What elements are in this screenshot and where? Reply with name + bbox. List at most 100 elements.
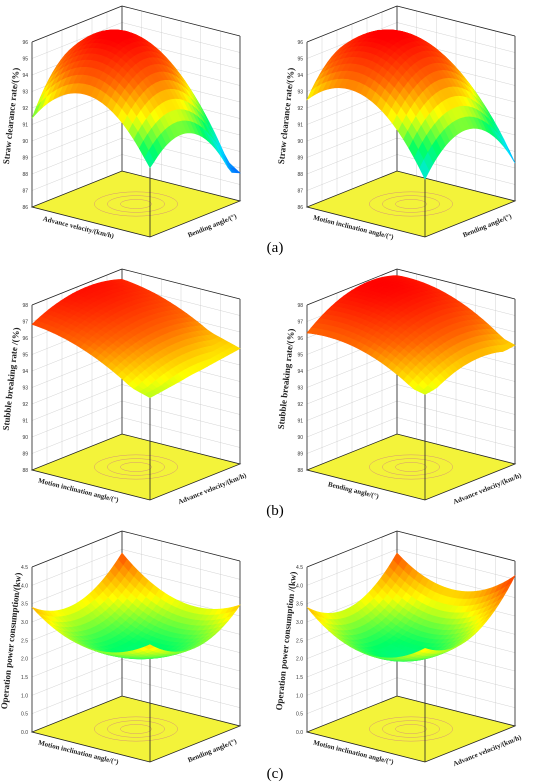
z-tick-label: 91 bbox=[22, 419, 28, 425]
surface-plot-4: 88 89 90 91 92 93 94 95 96 97 98 Stubble breaking r… bbox=[276, 268, 523, 506]
z-tick-label: 3.5 bbox=[21, 602, 28, 608]
z-tick-label: 4.5 bbox=[296, 565, 303, 571]
floor-contour bbox=[120, 462, 152, 472]
floor-contour bbox=[395, 462, 427, 472]
z-tick-label: 1.0 bbox=[21, 693, 28, 699]
box-edges bbox=[31, 530, 241, 762]
z-axis-title: Stubble breaking rate /(%) bbox=[1, 327, 22, 431]
response-surface bbox=[306, 552, 516, 662]
response-surface bbox=[31, 29, 241, 174]
z-tick-label: 94 bbox=[22, 369, 28, 375]
z-tick-label: 98 bbox=[22, 303, 28, 309]
z-tick-label: 90 bbox=[22, 435, 28, 441]
surface-plot-6: 0.0 0.5 1.0 1.5 2.0 2.5 3.0 3.5 4.0 4.5Operation … bbox=[274, 530, 523, 768]
floor-contour bbox=[107, 458, 165, 476]
z-tick-label: 90 bbox=[297, 139, 303, 145]
z-tick-label: 92 bbox=[297, 106, 303, 112]
surface-cell bbox=[419, 159, 430, 180]
z-tick-label: 89 bbox=[297, 156, 303, 162]
z-tick-labels: 86 87 88 89 90 91 92 93 94 95 96 bbox=[22, 40, 28, 211]
z-tick-label: 94 bbox=[297, 73, 303, 79]
z-tick-label: 91 bbox=[22, 123, 28, 129]
surface-cell bbox=[418, 389, 430, 395]
response-surface bbox=[306, 275, 516, 395]
z-tick-labels: 0.0 0.5 1.0 1.5 2.0 2.5 3.0 3.5 4.0 4.5 bbox=[21, 565, 28, 736]
z-tick-label: 96 bbox=[22, 40, 28, 46]
z-tick-label: 93 bbox=[297, 386, 303, 392]
z-tick-label: 4.5 bbox=[21, 565, 28, 571]
surface-cell bbox=[144, 150, 155, 169]
z-tick-label: 3.0 bbox=[21, 620, 28, 626]
z-tick-label: 88 bbox=[22, 468, 28, 474]
z-axis-title: Straw clearance rate/(%) bbox=[276, 67, 296, 164]
z-tick-label: 1.0 bbox=[296, 693, 303, 699]
z-axis-title: Operation power consumption /(kw) bbox=[274, 571, 299, 711]
panel-label-c: (c) bbox=[267, 766, 284, 782]
floor-contour bbox=[382, 195, 440, 213]
z-tick-label: 93 bbox=[297, 90, 303, 96]
z-tick-label: 93 bbox=[22, 386, 28, 392]
z-tick-label: 87 bbox=[297, 189, 303, 195]
z-tick-label: 95 bbox=[22, 353, 28, 359]
z-tick-label: 88 bbox=[297, 172, 303, 178]
z-tick-label: 2.0 bbox=[296, 657, 303, 663]
z-tick-label: 94 bbox=[22, 73, 28, 79]
z-tick-label: 92 bbox=[22, 402, 28, 408]
z-tick-label: 89 bbox=[297, 452, 303, 458]
z-tick-label: 97 bbox=[22, 320, 28, 326]
response-surface bbox=[31, 552, 241, 660]
surface-cell bbox=[144, 392, 155, 399]
z-tick-label: 95 bbox=[297, 353, 303, 359]
floor-contour bbox=[107, 195, 165, 213]
z-tick-label: 96 bbox=[297, 336, 303, 342]
panel-label-a: (a) bbox=[267, 240, 284, 256]
z-tick-label: 90 bbox=[297, 435, 303, 441]
z-tick-label: 95 bbox=[297, 57, 303, 63]
z-tick-labels: 88 89 90 91 92 93 94 95 96 97 98 bbox=[297, 303, 303, 474]
z-axis-title: Stubble breaking rate/(%) bbox=[276, 328, 297, 430]
z-tick-label: 4.0 bbox=[296, 583, 303, 589]
z-tick-label: 3.5 bbox=[296, 602, 303, 608]
floor-contour bbox=[369, 716, 453, 742]
z-tick-label: 3.0 bbox=[296, 620, 303, 626]
z-tick-label: 92 bbox=[22, 106, 28, 112]
z-tick-label: 96 bbox=[297, 40, 303, 46]
floor-contour bbox=[94, 191, 178, 217]
floor-contour bbox=[382, 720, 440, 738]
z-tick-label: 0.0 bbox=[21, 730, 28, 736]
surface-plot-1: 86 87 88 89 90 91 92 93 94 95 96 Straw clearance ra… bbox=[1, 5, 242, 240]
floor-contour bbox=[369, 191, 453, 217]
z-tick-label: 97 bbox=[297, 320, 303, 326]
surface-cell bbox=[143, 644, 155, 650]
z-tick-label: 86 bbox=[22, 205, 28, 211]
z-tick-label: 2.0 bbox=[21, 657, 28, 663]
z-tick-label: 91 bbox=[297, 123, 303, 129]
z-tick-label: 89 bbox=[22, 452, 28, 458]
z-tick-label: 92 bbox=[297, 402, 303, 408]
z-tick-label: 91 bbox=[297, 419, 303, 425]
floor-contour bbox=[120, 724, 152, 734]
z-tick-label: 98 bbox=[297, 303, 303, 309]
z-tick-label: 95 bbox=[22, 57, 28, 63]
floor-contour bbox=[369, 454, 453, 480]
floor-contour bbox=[382, 458, 440, 476]
surface-plot-2: 86 87 88 89 90 91 92 93 94 95 96 Straw clearance ra… bbox=[276, 5, 517, 241]
z-tick-label: 0.5 bbox=[296, 712, 303, 718]
z-tick-label: 2.5 bbox=[296, 638, 303, 644]
response-surface bbox=[306, 29, 516, 180]
z-axis-title: Straw clearance rate/(%) bbox=[1, 67, 21, 164]
z-tick-label: 88 bbox=[297, 468, 303, 474]
z-tick-label: 4.0 bbox=[21, 583, 28, 589]
surface-plot-3: 88 89 90 91 92 93 94 95 96 97 98 Stubble breaking r… bbox=[1, 268, 248, 506]
floor-contour bbox=[94, 716, 178, 742]
z-tick-labels: 88 89 90 91 92 93 94 95 96 97 98 bbox=[22, 303, 28, 474]
floor-contour bbox=[107, 720, 165, 738]
z-tick-labels: 0.0 0.5 1.0 1.5 2.0 2.5 3.0 3.5 4.0 4.5 bbox=[296, 565, 303, 736]
z-tick-label: 96 bbox=[22, 336, 28, 342]
z-tick-label: 0.5 bbox=[21, 712, 28, 718]
z-tick-label: 87 bbox=[22, 189, 28, 195]
z-tick-label: 90 bbox=[22, 139, 28, 145]
box-edges bbox=[306, 530, 516, 762]
z-tick-label: 88 bbox=[22, 172, 28, 178]
z-tick-labels: 86 87 88 89 90 91 92 93 94 95 96 bbox=[297, 40, 303, 211]
